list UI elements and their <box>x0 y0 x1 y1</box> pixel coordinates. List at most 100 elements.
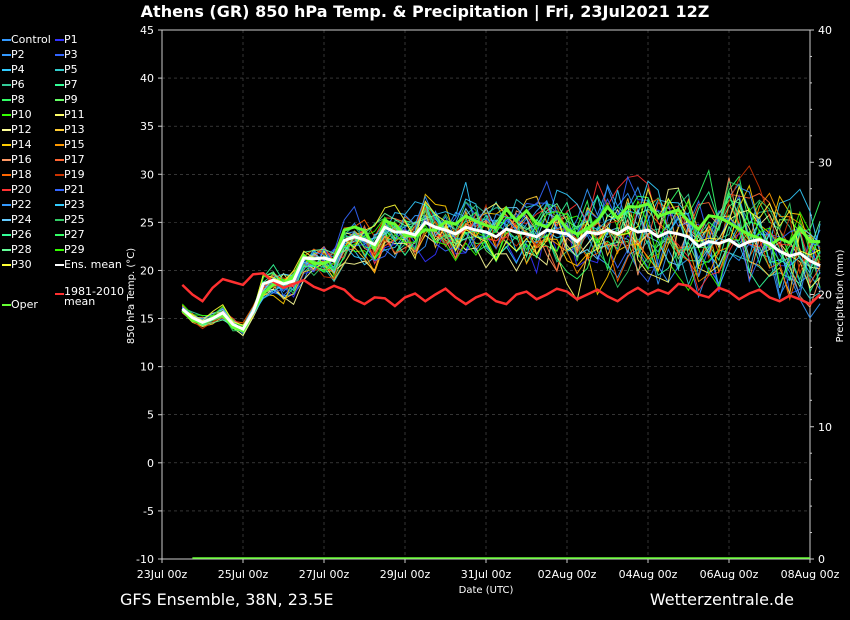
y2-tick-label: 0 <box>818 553 825 566</box>
y-tick-label: 40 <box>140 72 154 85</box>
oper-line <box>181 202 821 333</box>
legend-label: P20 <box>11 183 32 196</box>
y-tick-label: 30 <box>140 168 154 181</box>
legend-label: P2 <box>11 48 25 61</box>
legend-label: P14 <box>11 138 32 151</box>
legend-label: P26 <box>11 228 32 241</box>
legend-swatch <box>55 129 64 131</box>
legend-label: P25 <box>64 213 85 226</box>
legend-swatch <box>2 159 11 161</box>
legend-swatch <box>55 264 64 266</box>
legend-label: Oper <box>11 298 38 311</box>
legend-label: P24 <box>11 213 32 226</box>
legend-label: P18 <box>11 168 32 181</box>
legend-swatch <box>55 99 64 101</box>
y2-tick-label: 20 <box>818 289 832 302</box>
legend-swatch <box>2 84 11 86</box>
legend-label: P19 <box>64 168 85 181</box>
legend-swatch <box>55 219 64 221</box>
legend-label: P30 <box>11 258 32 271</box>
x-tick-label: 02Aug 00z <box>538 568 597 581</box>
legend-label: 1981-2010 mean <box>64 285 124 308</box>
legend-swatch <box>2 99 11 101</box>
y-tick-label: 20 <box>140 264 154 277</box>
y-axis-label: 850 hPa Temp. (°C) <box>126 248 137 344</box>
x-tick-label: 31Jul 00z <box>461 568 512 581</box>
legend-label: P7 <box>64 78 78 91</box>
axes: -10 -5 0 5 10 15 20 25 30 35 40 45 0 10 20 30 40 23Jul 00… <box>136 24 840 581</box>
legend-swatch <box>2 144 11 146</box>
footer-source: Wetterzentrale.de <box>649 590 794 609</box>
legend-swatch <box>2 174 11 176</box>
legend-swatch <box>55 204 64 206</box>
y-tick-label: 5 <box>147 409 154 422</box>
legend-label: P4 <box>11 63 25 76</box>
legend-label: P28 <box>11 243 32 256</box>
legend-swatch <box>55 114 64 116</box>
x-axis-label: Date (UTC) <box>459 585 514 596</box>
legend-swatch <box>2 129 11 131</box>
legend-swatch <box>55 144 64 146</box>
legend-swatch <box>55 39 64 41</box>
ens-mean-line <box>181 220 821 332</box>
legend-swatch <box>2 264 11 266</box>
legend-label: P11 <box>64 108 85 121</box>
legend-swatch <box>2 39 11 41</box>
legend-label: P13 <box>64 123 85 136</box>
legend-swatch <box>55 234 64 236</box>
x-tick-label: 04Aug 00z <box>619 568 678 581</box>
legend-label: P12 <box>11 123 32 136</box>
member-line <box>181 184 821 331</box>
x-tick-label: 06Aug 00z <box>700 568 759 581</box>
y2-axis-label: Precipitation (mm) <box>835 249 846 342</box>
x-tick-label: 23Jul 00z <box>137 568 188 581</box>
y-tick-label: -10 <box>136 553 154 566</box>
legend-swatch <box>2 204 11 206</box>
legend-label: P29 <box>64 243 85 256</box>
legend-label: P27 <box>64 228 85 241</box>
legend-label: Ens. mean <box>64 258 122 271</box>
legend-swatch <box>55 54 64 56</box>
y2-tick-label: 30 <box>818 156 832 169</box>
legend-label: P5 <box>64 63 78 76</box>
legend-swatch <box>55 84 64 86</box>
y-tick-label: 25 <box>140 216 154 229</box>
legend-swatch <box>2 304 11 306</box>
series-lines <box>181 164 821 559</box>
legend-swatch <box>2 189 11 191</box>
y2-tick-label: 40 <box>818 24 832 37</box>
legend-label: P23 <box>64 198 85 211</box>
footer-model-info: GFS Ensemble, 38N, 23.5E <box>120 590 334 609</box>
legend-swatch <box>2 219 11 221</box>
legend-label: P9 <box>64 93 78 106</box>
x-tick-label: 29Jul 00z <box>380 568 431 581</box>
legend-label: P15 <box>64 138 85 151</box>
x-tick-label: 08Aug 00z <box>781 568 840 581</box>
member-line <box>182 185 821 326</box>
legend-swatch <box>2 234 11 236</box>
legend-label: P16 <box>11 153 32 166</box>
legend-swatch <box>2 114 11 116</box>
y-tick-label: 35 <box>140 120 154 133</box>
legend-swatch <box>55 69 64 71</box>
legend-swatch <box>2 69 11 71</box>
legend-label: P21 <box>64 183 85 196</box>
legend-label: Control <box>11 33 51 46</box>
legend-label: P1 <box>64 33 78 46</box>
y-tick-label: 45 <box>140 24 154 37</box>
y-tick-label: 0 <box>147 457 154 470</box>
y-tick-label: 15 <box>140 313 154 326</box>
x-tick-label: 27Jul 00z <box>299 568 350 581</box>
legend-swatch <box>55 293 64 295</box>
climate-mean-line <box>181 272 821 308</box>
legend-swatch <box>55 159 64 161</box>
legend-label: P6 <box>11 78 25 91</box>
legend-swatch <box>55 249 64 251</box>
chart-title: Athens (GR) 850 hPa Temp. & Precipitatio… <box>140 2 710 21</box>
x-tick-label: 25Jul 00z <box>218 568 269 581</box>
legend-swatch <box>2 249 11 251</box>
legend-swatch <box>2 54 11 56</box>
legend-label: P17 <box>64 153 85 166</box>
legend-label: P3 <box>64 48 78 61</box>
